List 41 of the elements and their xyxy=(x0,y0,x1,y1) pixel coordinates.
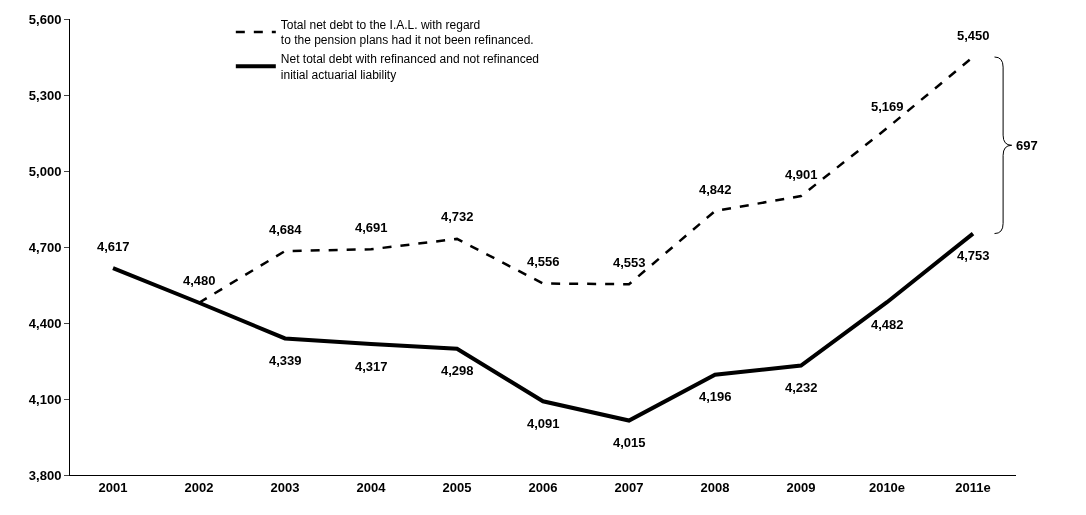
y-tick-label: 3,800 xyxy=(28,467,62,483)
data-label: 4,553 xyxy=(613,255,646,270)
legend-label: Net total debt with refinanced and not refinanced initial actuarial liability xyxy=(280,52,539,82)
data-label: 4,753 xyxy=(957,248,990,263)
x-tick-label: 2001 xyxy=(98,479,128,495)
data-label: 4,691 xyxy=(355,220,388,235)
x-tick-label: 2005 xyxy=(442,479,472,495)
data-label: 4,732 xyxy=(441,209,474,224)
data-label: 4,317 xyxy=(355,359,388,374)
data-label: 4,480 xyxy=(183,273,216,288)
annotation: 697 xyxy=(1016,138,1038,153)
x-tick-label: 2004 xyxy=(356,479,387,495)
x-tick-label: 2008 xyxy=(700,479,730,495)
data-label: 4,617 xyxy=(97,239,130,254)
y-tick-label: 5,300 xyxy=(28,87,62,103)
legend-label: Total net debt to the I.A.L. with regard to the pension plans had it not been refinanced. xyxy=(280,17,534,48)
y-tick-label: 4,400 xyxy=(28,315,62,331)
x-tick-label: 2010e xyxy=(868,479,906,495)
data-label: 4,091 xyxy=(527,416,560,431)
data-label: 4,232 xyxy=(785,380,818,395)
x-tick-label: 2003 xyxy=(270,479,300,495)
data-label: 4,556 xyxy=(527,254,560,269)
data-label: 4,842 xyxy=(699,182,732,197)
y-tick-label: 4,100 xyxy=(28,391,62,407)
data-label: 4,298 xyxy=(441,363,474,378)
x-tick-label: 2002 xyxy=(184,479,214,495)
x-tick-label: 2009 xyxy=(786,479,816,495)
y-tick-label: 4,700 xyxy=(28,239,62,255)
y-tick-label: 5,600 xyxy=(28,11,62,27)
x-tick-label: 2007 xyxy=(614,479,644,495)
data-label: 4,015 xyxy=(613,435,646,450)
data-label: 4,901 xyxy=(785,167,818,182)
data-label: 4,482 xyxy=(871,317,904,332)
data-label: 4,684 xyxy=(269,222,303,237)
data-label: 4,339 xyxy=(269,353,302,368)
data-label: 5,169 xyxy=(871,99,904,114)
data-label: 5,450 xyxy=(957,28,990,43)
y-tick-label: 5,000 xyxy=(28,163,62,179)
data-label: 4,196 xyxy=(699,389,732,404)
x-tick-label: 2006 xyxy=(528,479,558,495)
x-tick-label: 2011e xyxy=(955,479,991,495)
